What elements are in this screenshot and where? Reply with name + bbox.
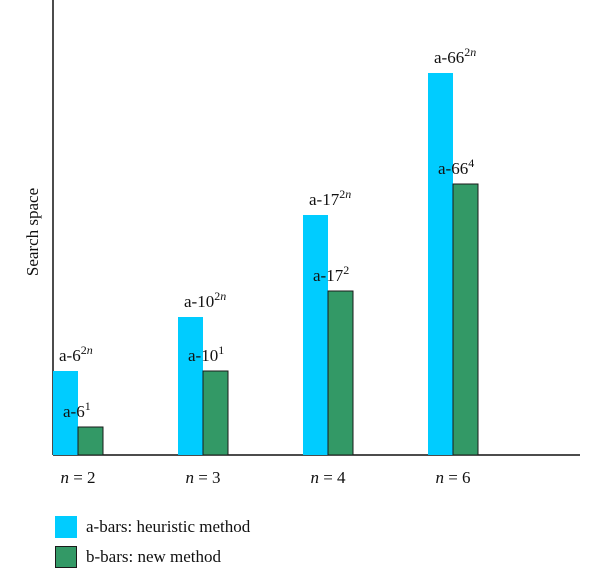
legend-swatch-a xyxy=(55,516,77,538)
bar-chart: Search space a-62n a-102n a-172n a-662n a-61… xyxy=(23,0,580,487)
label-b-3: a-172 xyxy=(313,263,349,285)
bar-a-1 xyxy=(53,371,78,455)
bars-group: a-62n a-102n a-172n a-662n a-61 a-101 a-172 a-6… xyxy=(53,45,479,456)
legend-item-a: a-bars: heuristic method xyxy=(55,512,250,542)
label-b-1: a-61 xyxy=(63,399,91,421)
y-axis-title: Search space xyxy=(23,188,42,276)
bar-a-4 xyxy=(428,73,453,455)
label-b-2: a-101 xyxy=(188,343,224,365)
x-tick-2: n = 3 xyxy=(185,468,220,487)
label-a-2: a-102n xyxy=(184,289,226,311)
bar-b-1 xyxy=(77,426,104,456)
legend-label-b: b-bars: new method xyxy=(86,547,222,566)
label-a-1: a-62n xyxy=(59,343,93,365)
legend-swatch-b xyxy=(55,546,77,568)
bar-b-4 xyxy=(452,183,479,456)
bar-b-2 xyxy=(202,370,229,456)
legend: a-bars: heuristic method b-bars: new met… xyxy=(55,512,250,572)
x-tick-labels: n = 2 n = 3 n = 4 n = 6 xyxy=(60,468,470,487)
label-a-3: a-172n xyxy=(309,187,351,209)
legend-item-b: b-bars: new method xyxy=(55,542,250,572)
legend-label-a: a-bars: heuristic method xyxy=(86,517,251,536)
x-tick-3: n = 4 xyxy=(310,468,346,487)
label-b-4: a-664 xyxy=(438,156,474,178)
label-a-4: a-662n xyxy=(434,45,476,67)
bar-a-2 xyxy=(178,317,203,455)
bar-b-3 xyxy=(327,290,354,456)
x-tick-4: n = 6 xyxy=(435,468,470,487)
x-tick-1: n = 2 xyxy=(60,468,95,487)
bar-a-3 xyxy=(303,215,328,455)
